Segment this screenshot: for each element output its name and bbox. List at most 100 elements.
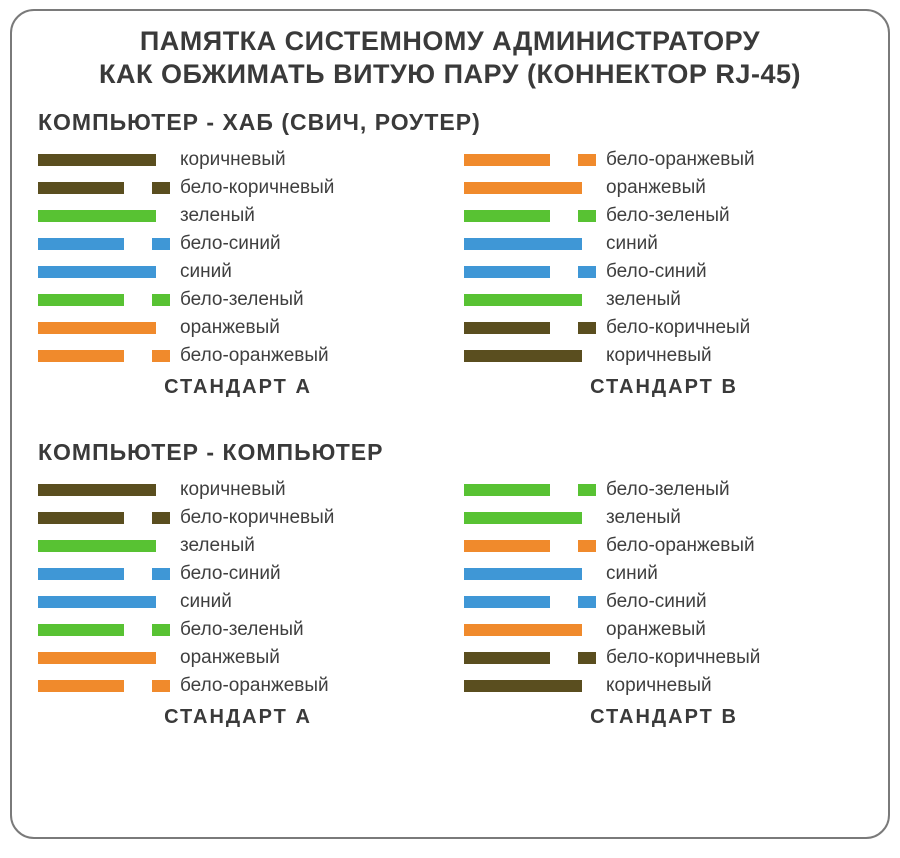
wire-swatch <box>38 154 170 166</box>
wire-label: бело-зеленый <box>180 289 304 311</box>
wire-row: бело-оранжевый <box>38 342 438 370</box>
sections-container: КОМПЬЮТЕР - ХАБ (СВИЧ, РОУТЕР) коричневый… <box>38 109 862 729</box>
wire-swatch <box>38 484 170 496</box>
standards-pair: коричневый бело-коричневый зеленый бело-син… <box>38 146 862 399</box>
wire-row: бело-коричнеый <box>464 314 864 342</box>
wire-label: бело-коричневый <box>180 507 334 529</box>
wire-label: коричневый <box>180 149 286 171</box>
section-spacer <box>38 401 862 431</box>
standard-right: бело-зеленый зеленый бело-оранжевый синий бе… <box>464 476 864 729</box>
wire-swatch <box>38 182 170 194</box>
wire-label: бело-зеленый <box>606 205 730 227</box>
wire-label: оранжевый <box>606 619 706 641</box>
wire-label: бело-синий <box>180 563 281 585</box>
wire-swatch <box>464 624 596 636</box>
wire-label: оранжевый <box>180 647 280 669</box>
wire-label: бело-синий <box>606 591 707 613</box>
standard-caption: СТАНДАРТ B <box>464 376 864 399</box>
wire-row: бело-оранжевый <box>464 532 864 560</box>
wire-row: синий <box>464 560 864 588</box>
wire-row: бело-зеленый <box>38 286 438 314</box>
wire-label: бело-коричнеый <box>606 317 750 339</box>
wire-swatch <box>38 596 170 608</box>
wire-row: коричневый <box>464 342 864 370</box>
title-line-1: ПАМЯТКА СИСТЕМНОМУ АДМИНИСТРАТОРУ <box>140 26 760 56</box>
wire-row: коричневый <box>38 146 438 174</box>
section-heading: КОМПЬЮТЕР - КОМПЬЮТЕР <box>38 439 862 466</box>
wire-swatch <box>38 512 170 524</box>
wire-swatch <box>464 512 596 524</box>
wire-label: зеленый <box>606 289 681 311</box>
wire-row: оранжевый <box>38 314 438 342</box>
wire-label: зеленый <box>180 205 255 227</box>
wire-label: бело-зеленый <box>180 619 304 641</box>
wire-label: коричневый <box>606 345 712 367</box>
wire-label: синий <box>180 591 232 613</box>
wire-label: оранжевый <box>606 177 706 199</box>
wire-label: бело-зеленый <box>606 479 730 501</box>
wire-swatch <box>464 540 596 552</box>
wire-label: зеленый <box>606 507 681 529</box>
wire-label: бело-оранжевый <box>606 535 755 557</box>
wire-label: синий <box>606 233 658 255</box>
wire-swatch <box>38 568 170 580</box>
wire-swatch <box>38 624 170 636</box>
wire-swatch <box>464 484 596 496</box>
wire-swatch <box>38 680 170 692</box>
wire-swatch <box>38 294 170 306</box>
standard-right: бело-оранжевый оранжевый бело-зеленый синий… <box>464 146 864 399</box>
wire-label: коричневый <box>180 479 286 501</box>
wire-swatch <box>38 652 170 664</box>
wire-label: оранжевый <box>180 317 280 339</box>
title-line-2: КАК ОБЖИМАТЬ ВИТУЮ ПАРУ (КОННЕКТОР RJ-45… <box>99 59 801 89</box>
wire-swatch <box>38 238 170 250</box>
standard-caption: СТАНДАРТ A <box>38 706 438 729</box>
wire-label: синий <box>606 563 658 585</box>
wire-row: зеленый <box>38 532 438 560</box>
wire-swatch <box>38 350 170 362</box>
wire-row: бело-синий <box>38 560 438 588</box>
wire-swatch <box>464 350 596 362</box>
wire-row: бело-зеленый <box>38 616 438 644</box>
wire-swatch <box>38 210 170 222</box>
wire-row: бело-синий <box>464 588 864 616</box>
standard-caption: СТАНДАРТ B <box>464 706 864 729</box>
wire-label: бело-коричневый <box>606 647 760 669</box>
wire-swatch <box>464 652 596 664</box>
standard-caption: СТАНДАРТ A <box>38 376 438 399</box>
wire-label: зеленый <box>180 535 255 557</box>
section-heading: КОМПЬЮТЕР - ХАБ (СВИЧ, РОУТЕР) <box>38 109 862 136</box>
wire-row: оранжевый <box>38 644 438 672</box>
wire-label: бело-оранжевый <box>180 675 329 697</box>
wire-row: коричневый <box>38 476 438 504</box>
wire-swatch <box>38 266 170 278</box>
wire-label: бело-коричневый <box>180 177 334 199</box>
wire-label: бело-оранжевый <box>180 345 329 367</box>
wire-row: коричневый <box>464 672 864 700</box>
wire-swatch <box>38 540 170 552</box>
wire-label: бело-синий <box>180 233 281 255</box>
wire-row: оранжевый <box>464 174 864 202</box>
wire-swatch <box>464 238 596 250</box>
wire-row: оранжевый <box>464 616 864 644</box>
wire-label: бело-синий <box>606 261 707 283</box>
wire-row: бело-коричневый <box>464 644 864 672</box>
wire-row: бело-зеленый <box>464 202 864 230</box>
wire-row: бело-синий <box>38 230 438 258</box>
page-title: ПАМЯТКА СИСТЕМНОМУ АДМИНИСТРАТОРУ КАК ОБ… <box>38 25 862 91</box>
reference-card: ПАМЯТКА СИСТЕМНОМУ АДМИНИСТРАТОРУ КАК ОБ… <box>10 9 890 839</box>
wire-swatch <box>464 322 596 334</box>
wire-label: коричневый <box>606 675 712 697</box>
wire-swatch <box>464 210 596 222</box>
wire-row: бело-оранжевый <box>464 146 864 174</box>
wire-row: бело-синий <box>464 258 864 286</box>
wire-row: бело-коричневый <box>38 174 438 202</box>
wire-row: зеленый <box>464 286 864 314</box>
wire-swatch <box>464 596 596 608</box>
wire-label: синий <box>180 261 232 283</box>
wire-row: зеленый <box>464 504 864 532</box>
wire-swatch <box>464 680 596 692</box>
wire-swatch <box>464 182 596 194</box>
standards-pair: коричневый бело-коричневый зеленый бело-син… <box>38 476 862 729</box>
wire-swatch <box>464 266 596 278</box>
